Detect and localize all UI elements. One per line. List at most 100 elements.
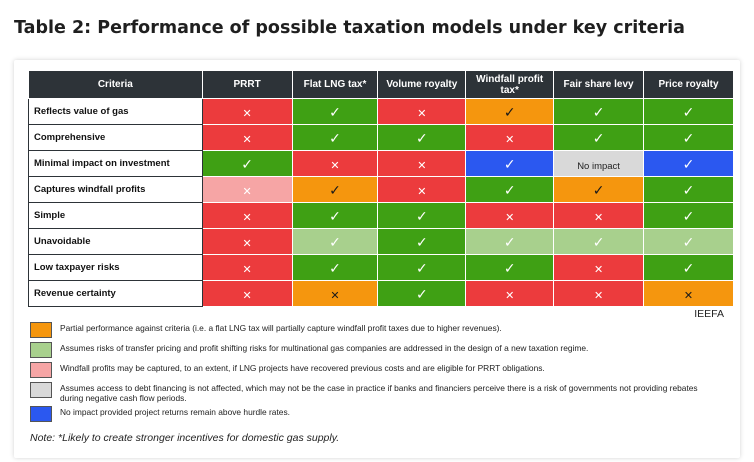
check-icon: ✓: [503, 182, 516, 199]
criteria-label: Low taxpayer risks: [28, 254, 203, 281]
legend-swatch: [30, 382, 52, 398]
check-icon: ✓: [682, 182, 695, 199]
check-icon: ✓: [329, 104, 341, 121]
cross-icon: ✕: [417, 184, 427, 198]
header-model: PRRT: [201, 70, 293, 99]
rating-cell: ✓: [291, 176, 379, 203]
table-row: Simple ✕ ✓ ✓ ✕ ✕ ✓: [28, 202, 734, 229]
table-row: Revenue certainty ✕ ✕ ✓ ✕ ✕ ✕: [28, 280, 734, 307]
check-icon: ✓: [682, 156, 695, 173]
rating-cell: ✓: [553, 228, 645, 255]
rating-cell: ✕: [201, 254, 293, 281]
legend-swatch: [30, 406, 52, 422]
cross-icon: ✕: [505, 132, 515, 146]
check-icon: ✓: [415, 130, 428, 147]
rating-cell: ✓: [291, 254, 379, 281]
rating-cell: ✕: [553, 280, 645, 307]
cross-icon: ✕: [593, 288, 604, 302]
rating-cell: ✓: [465, 254, 555, 281]
rating-cell: ✓: [377, 254, 467, 281]
rating-cell: ✓: [643, 228, 734, 255]
source-label: IEEFA: [694, 308, 724, 320]
cross-icon: ✕: [417, 158, 427, 172]
table-header-row: Criteria PRRT Flat LNG tax* Volume royalty W…: [28, 70, 734, 99]
table-row: Reflects value of gas ✕ ✓ ✕ ✓ ✓ ✓: [28, 98, 734, 125]
check-icon: ✓: [592, 182, 605, 199]
rating-text: No impact: [577, 160, 620, 172]
cross-icon: ✕: [683, 288, 694, 302]
check-icon: ✓: [682, 208, 695, 225]
criteria-label: Reflects value of gas: [28, 98, 203, 125]
legend-item: Partial performance against criteria (i.…: [30, 322, 730, 340]
rating-cell: No impact: [553, 150, 645, 177]
rating-cell: ✓: [377, 202, 467, 229]
rating-cell: ✕: [291, 280, 379, 307]
criteria-label: Revenue certainty: [28, 280, 203, 307]
table-row: Unavoidable ✕ ✓ ✓ ✓ ✓ ✓: [28, 228, 734, 255]
rating-cell: ✓: [643, 202, 734, 229]
header-model: Windfall profit tax*: [465, 70, 555, 99]
rating-cell: ✓: [377, 124, 467, 151]
rating-cell: ✓: [643, 150, 734, 177]
rating-cell: ✕: [377, 176, 467, 203]
check-icon: ✓: [503, 234, 516, 251]
legend-item: Assumes access to debt financing is not …: [30, 382, 730, 403]
legend-text: Partial performance against criteria (i.…: [60, 323, 502, 333]
rating-cell: ✓: [553, 124, 645, 151]
check-icon: ✓: [329, 234, 341, 251]
check-icon: ✓: [329, 208, 341, 225]
cross-icon: ✕: [330, 158, 340, 172]
check-icon: ✓: [415, 208, 428, 225]
check-icon: ✓: [329, 260, 341, 277]
criteria-label: Simple: [28, 202, 203, 229]
cross-icon: ✕: [417, 106, 427, 120]
cross-icon: ✕: [242, 262, 252, 276]
check-icon: ✓: [682, 260, 695, 277]
legend-item: Windfall profits may be captured, to an …: [30, 362, 730, 380]
criteria-label: Captures windfall profits: [28, 176, 203, 203]
rating-cell: ✕: [465, 124, 555, 151]
legend-swatch: [30, 322, 52, 338]
check-icon: ✓: [241, 156, 253, 173]
cross-icon: ✕: [330, 288, 340, 302]
legend-text: Assumes access to debt financing is not …: [60, 383, 698, 403]
criteria-label: Comprehensive: [28, 124, 203, 151]
legend-item: No impact provided project returns remai…: [30, 406, 730, 424]
criteria-label: Unavoidable: [28, 228, 203, 255]
rating-cell: ✓: [377, 228, 467, 255]
legend-text: No impact provided project returns remai…: [60, 407, 290, 417]
table-row: Comprehensive ✕ ✓ ✓ ✕ ✓ ✓: [28, 124, 734, 151]
cross-icon: ✕: [242, 210, 252, 224]
header-model: Volume royalty: [377, 70, 467, 99]
table-body: Reflects value of gas ✕ ✓ ✕ ✓ ✓ ✓ Comprehensive…: [28, 98, 734, 307]
rating-cell: ✓: [553, 98, 645, 125]
rating-cell: ✕: [377, 98, 467, 125]
criteria-label: Minimal impact on investment: [28, 150, 203, 177]
cross-icon: ✕: [242, 132, 252, 146]
rating-cell: ✓: [201, 150, 293, 177]
table-row: Captures windfall profits ✕ ✓ ✕ ✓ ✓ ✓: [28, 176, 734, 203]
rating-cell: ✓: [291, 98, 379, 125]
check-icon: ✓: [329, 182, 341, 199]
check-icon: ✓: [415, 260, 428, 277]
check-icon: ✓: [682, 130, 695, 147]
table-row: Minimal impact on investment ✓ ✕ ✕ ✓ No impac…: [28, 150, 734, 177]
rating-cell: ✓: [465, 150, 555, 177]
rating-cell: ✓: [291, 228, 379, 255]
rating-cell: ✕: [201, 280, 293, 307]
cross-icon: ✕: [242, 184, 252, 198]
rating-cell: ✓: [465, 176, 555, 203]
cross-icon: ✕: [505, 210, 515, 224]
rating-cell: ✕: [291, 150, 379, 177]
cross-icon: ✕: [593, 210, 604, 224]
rating-cell: ✓: [465, 98, 555, 125]
page-title: Table 2: Performance of possible taxatio…: [14, 18, 685, 38]
rating-cell: ✕: [553, 254, 645, 281]
header-model: Flat LNG tax*: [291, 70, 379, 99]
rating-cell: ✕: [201, 202, 293, 229]
rating-cell: ✓: [465, 228, 555, 255]
check-icon: ✓: [592, 104, 605, 121]
rating-cell: ✕: [465, 202, 555, 229]
rating-cell: ✕: [553, 202, 645, 229]
header-model: Fair share levy: [553, 70, 645, 99]
